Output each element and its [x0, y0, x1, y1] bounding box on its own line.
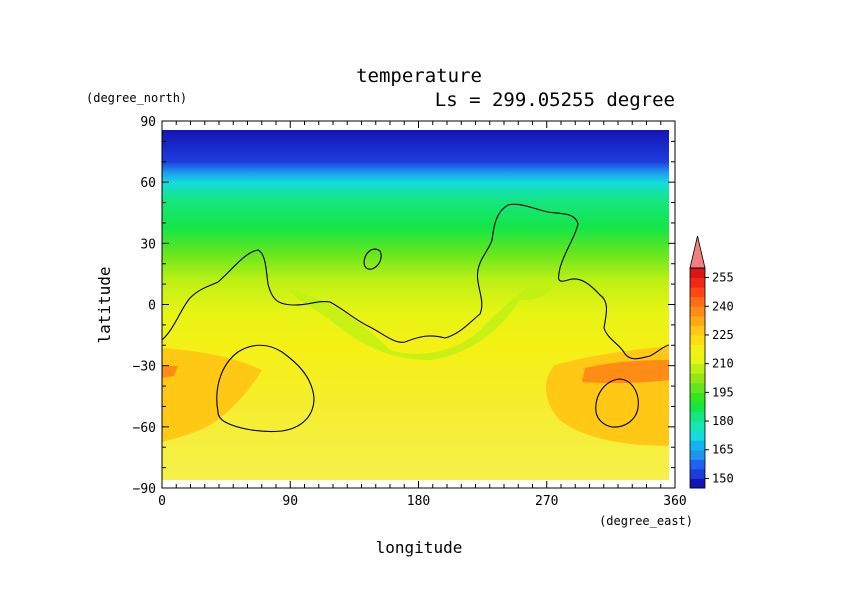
- colorbar-label: 210: [712, 357, 734, 371]
- colorbar-segment: [690, 421, 705, 432]
- colorbar-segment: [690, 478, 705, 489]
- colorbar-segment: [690, 287, 705, 298]
- green-tongue-region: [290, 277, 554, 360]
- colorbar-segment: [690, 430, 705, 441]
- x-units-label: (degree_east): [599, 514, 693, 528]
- warm-core-west: [162, 366, 178, 378]
- y-axis-label: latitude: [95, 266, 114, 343]
- x-axis-label: longitude: [376, 538, 463, 557]
- warm-core-east: [582, 360, 669, 384]
- y-tick-label: 30: [140, 237, 156, 252]
- colorbar-segment: [690, 306, 705, 317]
- colorbar-label: 195: [712, 385, 734, 399]
- colorbar-label: 225: [712, 328, 734, 342]
- y-tick-label: −90: [133, 482, 156, 497]
- colorbar-segment: [690, 411, 705, 422]
- colorbar-segment: [690, 401, 705, 412]
- y-tick-label: 90: [140, 115, 156, 130]
- chart-subtitle: Ls = 299.05255 degree: [435, 89, 675, 111]
- colorbar-segment: [690, 325, 705, 336]
- colorbar-frame: [689, 267, 706, 489]
- topography-contour-main: [161, 203, 670, 360]
- colorbar-segment: [690, 354, 705, 365]
- colorbar-segment: [690, 440, 705, 451]
- x-tick-label: 0: [158, 494, 166, 509]
- temperature-field: [161, 130, 670, 480]
- y-tick-label: −60: [133, 421, 156, 436]
- x-tick-label: 180: [407, 494, 430, 509]
- colorbar-segment: [690, 392, 705, 403]
- colorbar-segment: [690, 382, 705, 393]
- colorbar-segment: [690, 268, 705, 279]
- colorbar-segment: [690, 373, 705, 384]
- colorbar-segment: [690, 334, 705, 346]
- y-tick-label: −30: [133, 360, 156, 375]
- colorbar-segment: [690, 277, 705, 288]
- topography-contour-east-basin: [595, 378, 639, 428]
- x-ticks: 0 90 180 270 360: [158, 121, 687, 509]
- x-tick-label: 90: [282, 494, 298, 509]
- y-tick-label: 0: [148, 299, 156, 314]
- colorbar: 150 165 180 195 210 225 240 255: [689, 235, 734, 489]
- colorbar-segment: [690, 315, 705, 326]
- y-ticks: 90 60 30 0 −30 −60 −90: [133, 115, 675, 497]
- colorbar-segment: [690, 449, 705, 460]
- y-units-label: (degree_north): [86, 91, 187, 105]
- colorbar-extend-arrow: [689, 235, 706, 269]
- topography-contour-west-basin: [216, 344, 315, 433]
- colorbar-segment: [690, 344, 705, 355]
- x-tick-label: 360: [663, 494, 686, 509]
- colorbar-segment: [690, 459, 705, 470]
- colorbar-label: 255: [712, 271, 734, 285]
- x-tick-label: 270: [535, 494, 558, 509]
- colorbar-label: 165: [712, 443, 734, 457]
- chart-title: temperature: [356, 65, 482, 87]
- colorbar-segment: [690, 296, 705, 307]
- warm-region-west: [162, 348, 262, 442]
- y-tick-label: 60: [140, 176, 156, 191]
- colorbar-label: 180: [712, 414, 734, 428]
- colorbar-label: 150: [712, 471, 734, 485]
- colorbar-segment: [690, 363, 705, 374]
- colorbar-label: 240: [712, 299, 734, 313]
- topography-contour-island: [363, 248, 382, 270]
- colorbar-segment: [690, 468, 705, 479]
